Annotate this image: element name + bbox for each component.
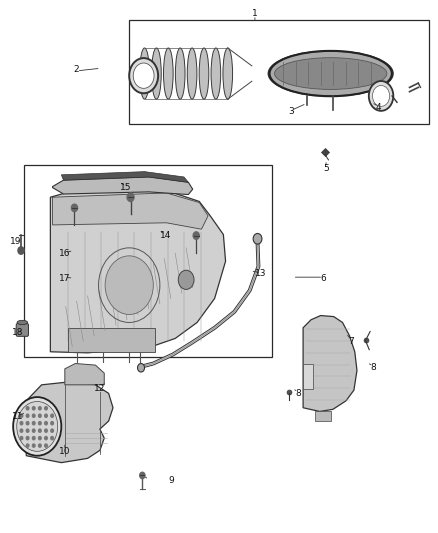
Circle shape	[45, 444, 47, 447]
Text: 18: 18	[12, 328, 23, 337]
Polygon shape	[26, 381, 113, 463]
Circle shape	[105, 256, 153, 314]
Circle shape	[51, 429, 53, 432]
Circle shape	[129, 58, 158, 93]
Bar	[68, 328, 155, 352]
Circle shape	[20, 437, 23, 440]
Circle shape	[17, 401, 58, 451]
Ellipse shape	[152, 48, 161, 99]
Text: 3: 3	[288, 108, 294, 116]
Ellipse shape	[199, 48, 209, 99]
Circle shape	[51, 414, 53, 417]
Circle shape	[140, 472, 145, 479]
Circle shape	[45, 407, 47, 410]
FancyBboxPatch shape	[16, 324, 28, 336]
Circle shape	[39, 429, 41, 432]
Circle shape	[26, 407, 29, 410]
Circle shape	[20, 422, 23, 425]
Circle shape	[127, 193, 134, 201]
Circle shape	[51, 422, 53, 425]
Circle shape	[26, 422, 29, 425]
Circle shape	[45, 437, 47, 440]
Bar	[129, 20, 429, 124]
Ellipse shape	[140, 48, 149, 99]
Polygon shape	[65, 364, 104, 385]
Text: 8: 8	[295, 389, 301, 398]
Circle shape	[39, 407, 41, 410]
Ellipse shape	[17, 320, 28, 325]
Text: 6: 6	[320, 274, 326, 282]
Circle shape	[39, 444, 41, 447]
Circle shape	[39, 414, 41, 417]
Text: 7: 7	[348, 337, 354, 345]
Text: 9: 9	[168, 477, 174, 485]
Text: 2: 2	[74, 65, 79, 74]
Ellipse shape	[175, 48, 185, 99]
Ellipse shape	[187, 48, 197, 99]
Circle shape	[71, 204, 78, 212]
Circle shape	[32, 422, 35, 425]
Circle shape	[253, 233, 262, 244]
Polygon shape	[315, 411, 331, 421]
Text: 14: 14	[160, 231, 171, 240]
Text: 5: 5	[323, 164, 329, 173]
Polygon shape	[53, 193, 208, 229]
Text: 17: 17	[59, 274, 71, 282]
Circle shape	[32, 429, 35, 432]
Ellipse shape	[211, 48, 221, 99]
Circle shape	[18, 247, 24, 254]
Ellipse shape	[163, 48, 173, 99]
Circle shape	[39, 422, 41, 425]
Circle shape	[26, 429, 29, 432]
Text: 8: 8	[370, 364, 376, 372]
Text: 13: 13	[255, 270, 267, 278]
Text: 12: 12	[94, 384, 106, 392]
Circle shape	[45, 414, 47, 417]
Polygon shape	[61, 172, 188, 182]
Circle shape	[32, 437, 35, 440]
Ellipse shape	[268, 51, 393, 96]
Text: 4: 4	[376, 103, 381, 112]
Circle shape	[372, 85, 390, 107]
Polygon shape	[53, 177, 193, 195]
Text: 19: 19	[10, 238, 21, 246]
Circle shape	[193, 232, 199, 239]
Text: 15: 15	[120, 183, 132, 192]
Text: 11: 11	[12, 413, 23, 421]
Ellipse shape	[223, 48, 233, 99]
Circle shape	[26, 437, 29, 440]
Circle shape	[20, 414, 23, 417]
Circle shape	[51, 437, 53, 440]
Circle shape	[138, 364, 145, 372]
Circle shape	[32, 414, 35, 417]
Circle shape	[32, 444, 35, 447]
Bar	[24, 165, 272, 357]
Circle shape	[20, 429, 23, 432]
Text: 10: 10	[59, 448, 71, 456]
Circle shape	[133, 63, 154, 88]
Text: 16: 16	[59, 249, 71, 258]
Circle shape	[32, 407, 35, 410]
Circle shape	[13, 397, 61, 456]
Circle shape	[26, 414, 29, 417]
Circle shape	[26, 444, 29, 447]
Text: 1: 1	[252, 9, 258, 18]
Circle shape	[369, 81, 393, 111]
Circle shape	[178, 270, 194, 289]
Polygon shape	[303, 364, 313, 389]
Ellipse shape	[275, 58, 387, 90]
Circle shape	[45, 422, 47, 425]
Polygon shape	[303, 316, 357, 411]
Circle shape	[45, 429, 47, 432]
Polygon shape	[50, 189, 226, 353]
Circle shape	[39, 437, 41, 440]
